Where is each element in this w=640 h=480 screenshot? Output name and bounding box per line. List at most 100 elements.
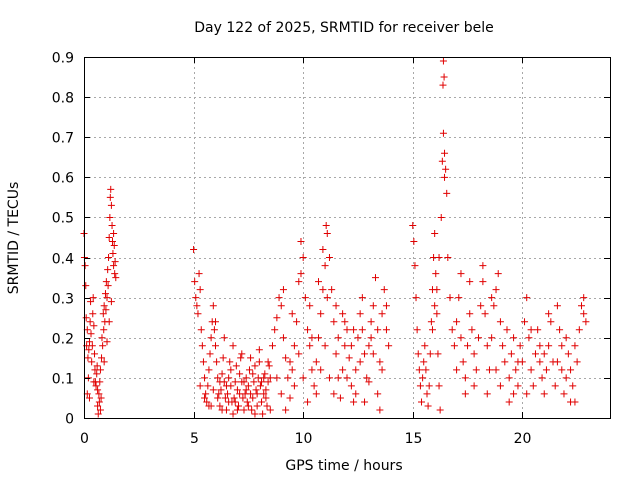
data-point [242, 374, 250, 382]
data-point [94, 402, 102, 410]
data-point [206, 350, 214, 358]
data-point [453, 366, 461, 374]
data-point [492, 366, 500, 374]
data-point [367, 318, 375, 326]
x-tick-labels: 0 5 10 15 20 [80, 431, 531, 447]
data-point [220, 334, 228, 342]
data-point [85, 346, 93, 354]
data-point [556, 326, 564, 334]
data-point [218, 370, 226, 378]
data-point [308, 366, 316, 374]
data-point [341, 318, 349, 326]
data-point [252, 386, 260, 394]
data-point [290, 342, 298, 350]
data-point [192, 294, 200, 302]
data-point [322, 221, 330, 229]
data-point [263, 402, 271, 410]
data-point [352, 390, 360, 398]
data-point [282, 406, 290, 414]
data-point [304, 326, 312, 334]
data-point [427, 318, 435, 326]
data-point [194, 310, 202, 318]
data-point [319, 246, 327, 254]
data-point [466, 278, 474, 286]
data-point [582, 318, 590, 326]
y-tick-label: 0.8 [52, 91, 74, 107]
data-point [216, 402, 224, 410]
data-point [472, 366, 480, 374]
data-point [204, 382, 212, 390]
data-point [108, 238, 116, 246]
x-tick-label: 15 [405, 431, 423, 447]
data-point [488, 334, 496, 342]
data-point [273, 374, 281, 382]
data-point [110, 229, 118, 237]
data-point [376, 406, 384, 414]
data-point [477, 302, 485, 310]
data-point [256, 382, 264, 390]
data-point [470, 350, 478, 358]
data-point [540, 350, 548, 358]
data-point [345, 354, 353, 362]
data-point [288, 310, 296, 318]
data-point [488, 294, 496, 302]
data-point [111, 270, 119, 278]
data-point [104, 282, 112, 290]
data-point [236, 390, 244, 398]
data-point [523, 390, 531, 398]
data-point [221, 394, 229, 402]
data-point [290, 382, 298, 390]
data-point [239, 394, 247, 402]
data-point [253, 402, 261, 410]
data-point [575, 326, 583, 334]
data-point [356, 358, 364, 366]
data-point [237, 354, 245, 362]
data-point [409, 221, 417, 229]
data-point [108, 221, 116, 229]
data-point [102, 306, 110, 314]
data-point [244, 382, 252, 390]
data-point [191, 278, 199, 286]
data-point [301, 294, 309, 302]
x-tick-label: 5 [190, 431, 199, 447]
y-tick-labels: 0 0.1 0.2 0.3 0.4 0.5 0.6 0.7 0.8 0.9 [52, 51, 74, 428]
data-point [224, 390, 232, 398]
data-point [258, 398, 266, 406]
data-point [271, 326, 279, 334]
data-point [540, 390, 548, 398]
data-point [226, 358, 234, 366]
x-tick-label: 20 [514, 431, 532, 447]
data-point [213, 358, 221, 366]
data-point [425, 382, 433, 390]
data-point [479, 278, 487, 286]
chart-title: Day 122 of 2025, SRMTID for receiver bel… [194, 20, 493, 36]
data-point [196, 286, 204, 294]
data-point [207, 334, 215, 342]
data-point [201, 394, 209, 402]
data-point [105, 234, 113, 241]
data-point [295, 350, 303, 358]
data-point [558, 342, 566, 350]
data-point [279, 286, 287, 294]
data-point [261, 370, 269, 378]
data-point [443, 189, 451, 197]
data-point [196, 382, 204, 390]
data-point [264, 378, 272, 386]
data-point [507, 350, 515, 358]
data-point [330, 318, 338, 326]
data-point [521, 318, 529, 326]
data-point [317, 366, 325, 374]
data-point [312, 390, 320, 398]
data-point [306, 342, 314, 350]
grid-lines [84, 57, 610, 418]
data-point [416, 382, 424, 390]
data-point [438, 157, 446, 165]
data-point [260, 390, 268, 398]
x-tick-label: 10 [295, 431, 313, 447]
data-point [411, 262, 419, 270]
data-point [216, 378, 224, 386]
data-point [562, 374, 570, 382]
data-point [99, 310, 107, 318]
data-point [315, 334, 323, 342]
data-point [470, 382, 478, 390]
